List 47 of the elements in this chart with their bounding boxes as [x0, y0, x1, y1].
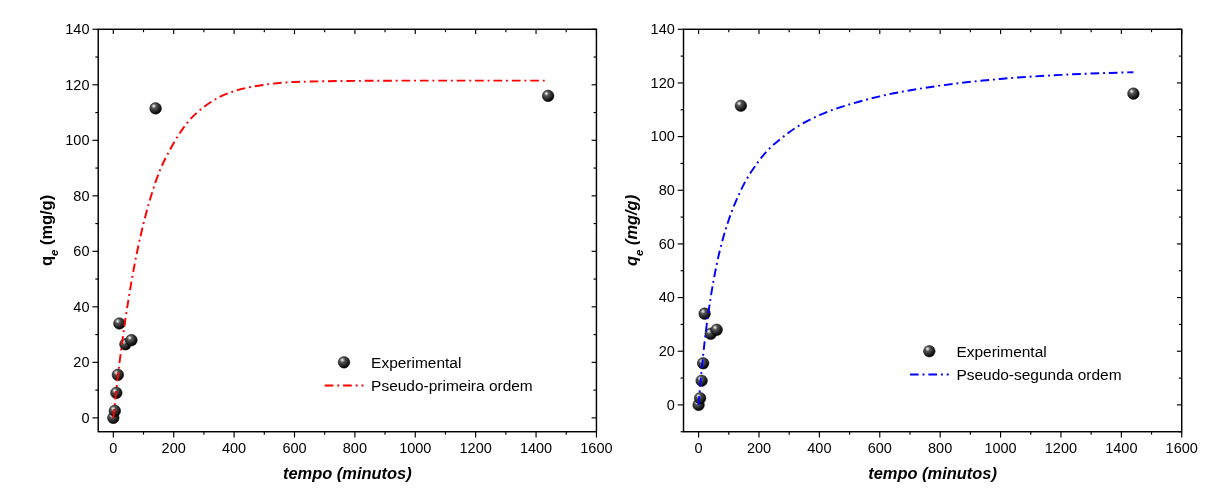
x-tick-label: 1600 — [1165, 440, 1198, 457]
y-tick-label: 80 — [658, 182, 675, 199]
y-tick-label: 140 — [650, 21, 675, 38]
point — [710, 323, 723, 336]
x-tick-label: 1200 — [459, 440, 492, 457]
y-tick-label: 20 — [73, 354, 90, 371]
y-tick-label: 60 — [658, 235, 675, 252]
x-tick-label: 0 — [694, 440, 703, 457]
point — [113, 317, 126, 330]
x-tick-label: 1000 — [984, 440, 1017, 457]
x-tick-label: 1000 — [399, 440, 432, 457]
point — [1127, 87, 1140, 100]
point — [734, 99, 747, 112]
y-tick-label: 100 — [650, 128, 675, 145]
point — [542, 89, 555, 102]
y-tick-label: 40 — [658, 289, 675, 306]
y-tick-label: 80 — [73, 187, 90, 204]
point — [125, 334, 138, 347]
x-tick-label: 200 — [746, 440, 772, 457]
x-axis-title: tempo (minutos) — [282, 464, 412, 483]
y-tick-label: 100 — [65, 132, 90, 149]
point — [149, 102, 162, 115]
y-tick-label: 40 — [73, 298, 90, 315]
x-tick-label: 400 — [222, 440, 247, 457]
y-tick-label: 20 — [658, 343, 675, 360]
x-tick-label: 800 — [342, 440, 367, 457]
x-tick-label: 1400 — [519, 440, 553, 457]
x-tick-label: 200 — [161, 440, 186, 457]
y-tick-label: 60 — [73, 243, 90, 260]
x-tick-label: 1400 — [1105, 440, 1138, 457]
x-tick-label: 800 — [928, 440, 953, 457]
x-axis-title: tempo (minutos) — [868, 464, 997, 483]
x-tick-label: 600 — [867, 440, 892, 457]
y-tick-label: 120 — [650, 74, 675, 91]
legend-label: Experimental — [371, 354, 462, 372]
x-tick-label: 600 — [282, 440, 307, 457]
legend-label: Experimental — [956, 343, 1047, 361]
y-tick-label: 140 — [65, 21, 90, 38]
x-tick-label: 400 — [807, 440, 832, 457]
y-tick-label: 0 — [666, 396, 675, 413]
legend-label: Pseudo-segunda ordem — [956, 366, 1122, 384]
x-tick-label: 1200 — [1044, 440, 1078, 457]
legend-label: Pseudo-primeira ordem — [371, 377, 533, 395]
y-tick-label: 0 — [81, 409, 90, 426]
y-tick-label: 120 — [65, 76, 90, 93]
x-tick-label: 1600 — [580, 440, 613, 457]
x-tick-label: 0 — [109, 440, 118, 457]
